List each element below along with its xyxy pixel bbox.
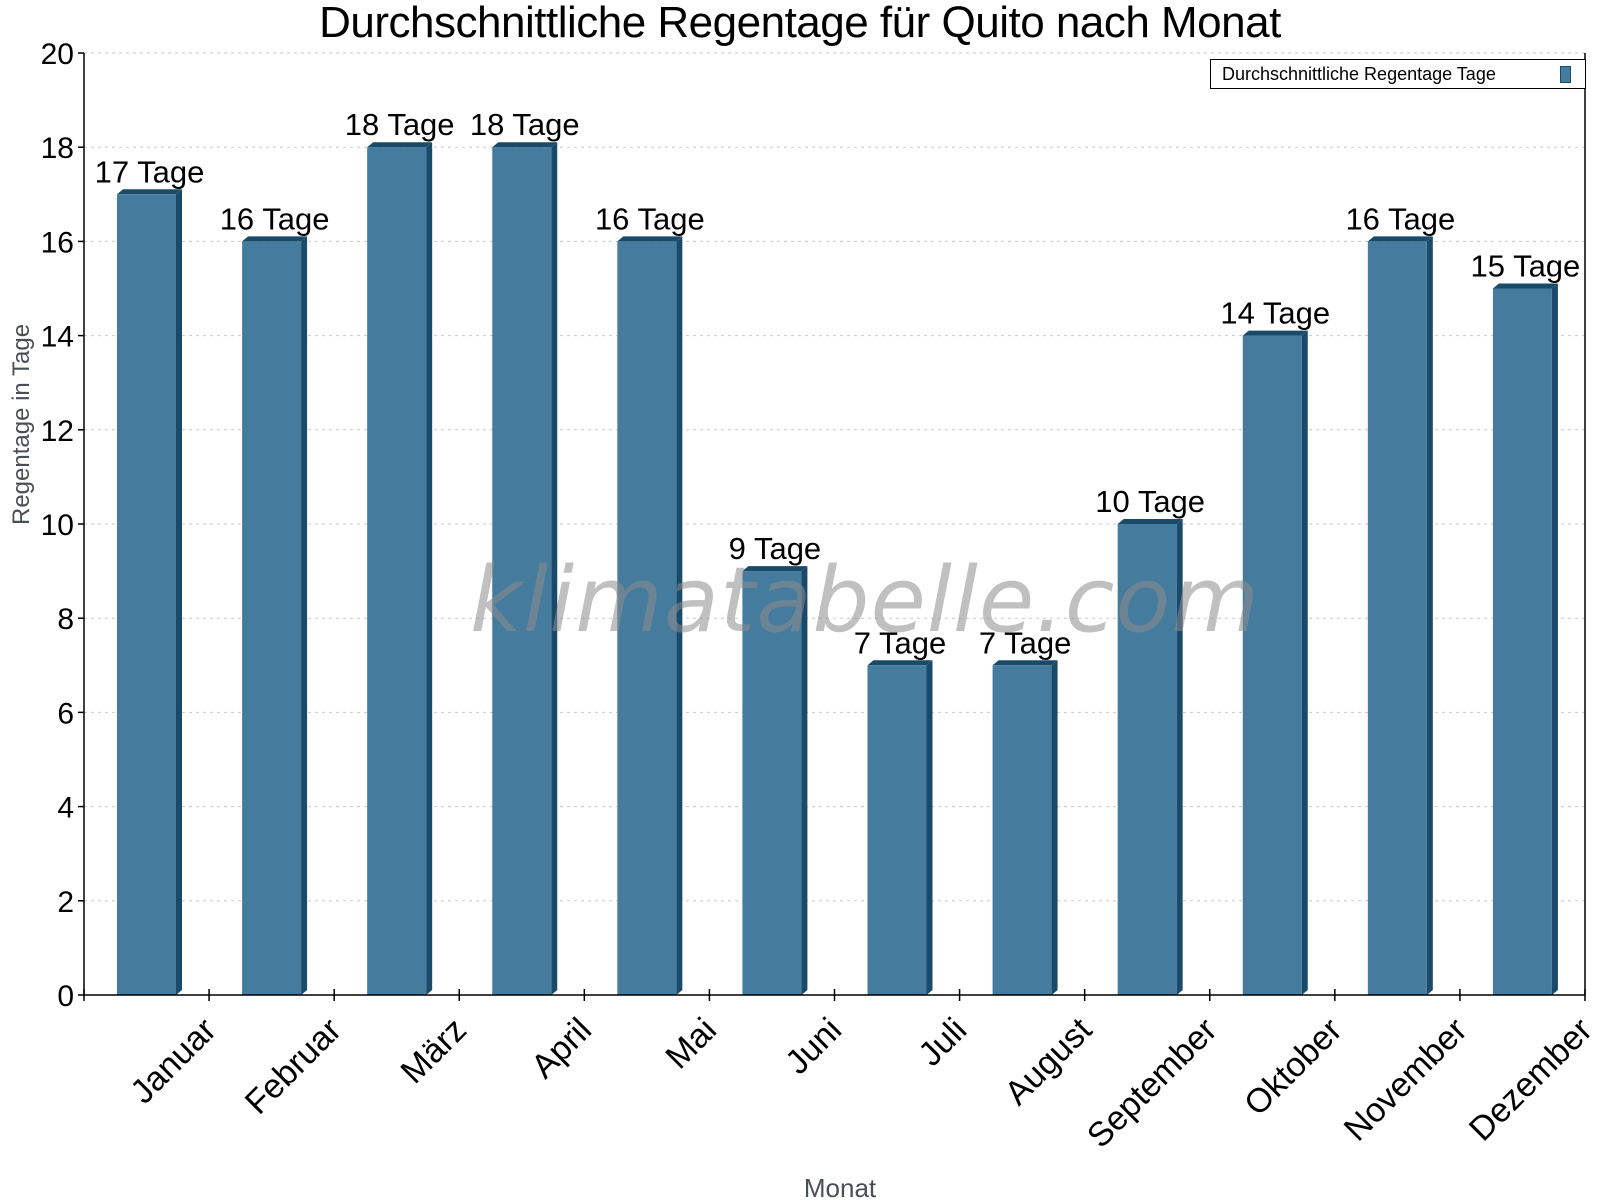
- data-label: 7 Tage: [854, 625, 947, 660]
- x-tick-label: August: [998, 1010, 1100, 1112]
- data-label: 15 Tage: [1471, 249, 1581, 284]
- bar-top: [367, 142, 433, 148]
- bar: [1492, 288, 1552, 995]
- bar: [992, 665, 1052, 995]
- bar: [1117, 524, 1177, 995]
- bar: [117, 194, 176, 996]
- bar-top: [117, 189, 182, 195]
- bar-side: [301, 236, 308, 995]
- bar: [367, 147, 427, 995]
- y-tick-label: 8: [57, 603, 74, 636]
- x-tick-label: Februar: [238, 1011, 349, 1122]
- bar: [1242, 335, 1302, 996]
- bar: [867, 665, 927, 995]
- bar-side: [176, 189, 182, 996]
- data-label: 16 Tage: [595, 201, 705, 236]
- y-tick-label: 16: [41, 226, 74, 259]
- data-label: 10 Tage: [1095, 484, 1205, 519]
- bar-side: [1051, 660, 1058, 995]
- legend-swatch-icon: [1560, 66, 1571, 83]
- bar-side: [801, 566, 808, 995]
- x-tick-label: November: [1337, 1011, 1475, 1149]
- x-tick-label: Mai: [658, 1011, 724, 1077]
- bar-top: [1117, 519, 1183, 524]
- x-tick-label: März: [394, 1011, 474, 1091]
- y-tick-label: 10: [41, 509, 74, 542]
- y-axis-title: Regentage in Tage: [8, 323, 35, 525]
- bar-top: [867, 660, 933, 666]
- data-label: 18 Tage: [345, 107, 455, 142]
- bar-side: [1301, 330, 1308, 996]
- legend-label: Durchschnittliche Regentage Tage: [1222, 63, 1496, 84]
- x-tick-label: Juli: [911, 1011, 974, 1074]
- x-tick-label: April: [524, 1011, 599, 1086]
- data-label: 14 Tage: [1220, 296, 1330, 331]
- y-tick-label: 2: [57, 886, 74, 919]
- y-tick-label: 18: [41, 132, 74, 165]
- y-tick-label: 20: [41, 38, 74, 71]
- bar-side: [1426, 236, 1433, 995]
- data-label: 16 Tage: [220, 201, 330, 236]
- data-label: 18 Tage: [470, 107, 580, 142]
- bar-top: [742, 566, 808, 572]
- bar-top: [992, 660, 1058, 666]
- data-label: 9 Tage: [729, 531, 822, 566]
- bar: [617, 241, 677, 995]
- y-tick-label: 14: [41, 321, 74, 354]
- y-tick-label: 0: [57, 980, 74, 1013]
- bar: [242, 241, 302, 995]
- bar-top: [1242, 330, 1308, 336]
- x-tick-label: Dezember: [1462, 1011, 1600, 1149]
- x-axis-title: Monat: [803, 1173, 877, 1203]
- y-tick-label: 12: [41, 415, 74, 448]
- bar-side: [1176, 519, 1183, 995]
- bar: [1367, 241, 1427, 995]
- bar-top: [1367, 236, 1433, 242]
- bar-top: [617, 236, 683, 242]
- bar-side: [676, 236, 683, 995]
- y-tick-label: 6: [57, 697, 74, 730]
- bar-top: [492, 142, 558, 148]
- bar-top: [242, 236, 308, 242]
- legend: Durchschnittliche Regentage Tage: [1210, 59, 1586, 89]
- x-tick-label: Oktober: [1237, 1011, 1349, 1123]
- x-tick-label: September: [1080, 1011, 1224, 1155]
- bar-top: [1492, 283, 1558, 289]
- data-label: 16 Tage: [1345, 201, 1455, 236]
- bar-side: [1551, 283, 1558, 995]
- bar: [492, 147, 552, 995]
- chart-title: Durchschnittliche Regentage für Quito na…: [319, 0, 1281, 47]
- x-tick-label: Januar: [123, 1011, 223, 1111]
- bar-side: [551, 142, 558, 995]
- bar-side: [926, 660, 933, 995]
- data-label: 17 Tage: [95, 154, 205, 189]
- y-tick-label: 4: [57, 792, 74, 825]
- x-tick-label: Juni: [778, 1011, 849, 1082]
- bar: [742, 571, 802, 995]
- bar-side: [426, 142, 433, 995]
- data-label: 7 Tage: [979, 625, 1072, 660]
